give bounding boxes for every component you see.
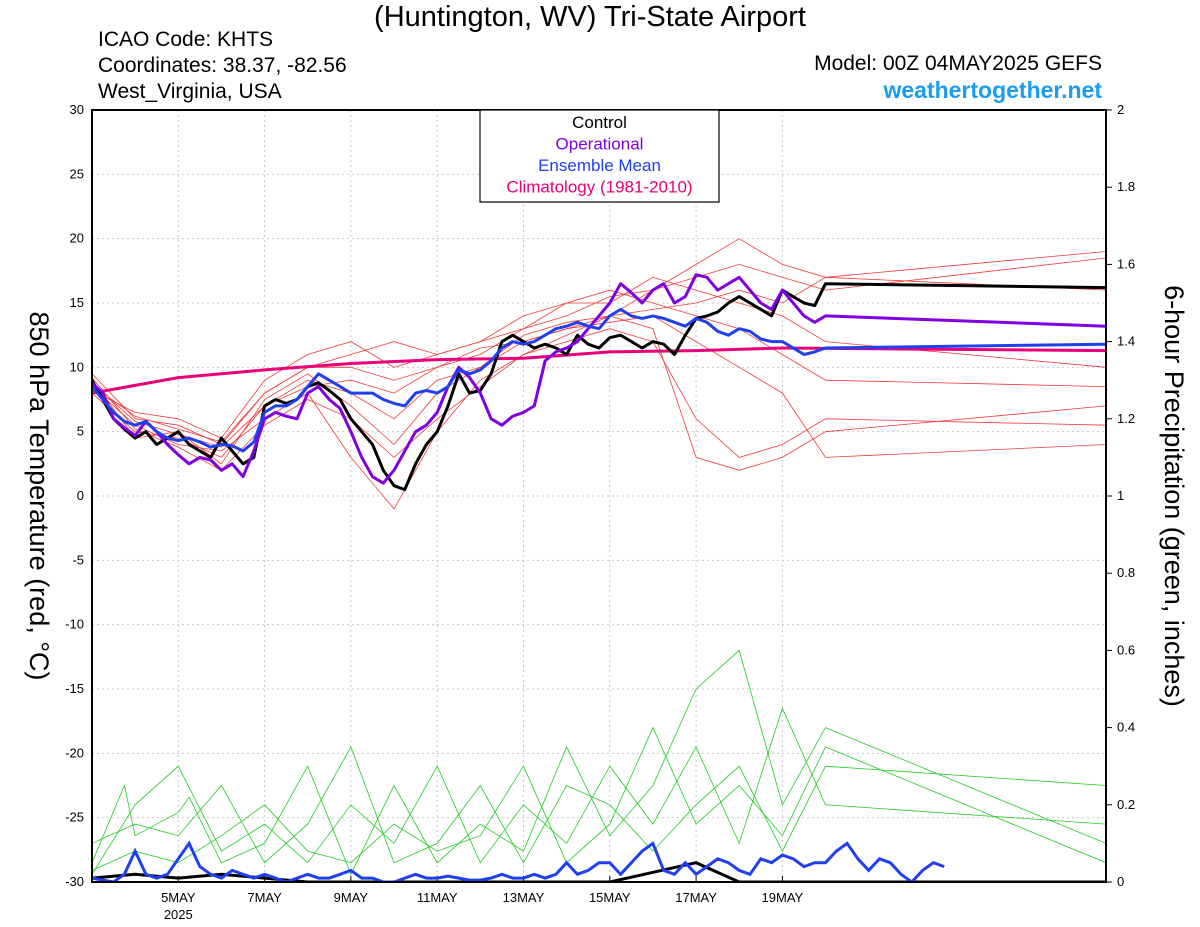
model-run: Model: 00Z 04MAY2025 GEFS [814, 52, 1102, 75]
y2-tick-label: 1 [1117, 488, 1124, 503]
legend-entry: Control [572, 113, 627, 132]
member-line [92, 315, 1106, 471]
y-tick-label: -5 [72, 552, 84, 567]
precip-series-line [92, 861, 1106, 882]
site-link[interactable]: weathertogether.net [883, 77, 1102, 103]
chart-title: (Huntington, WV) Tri-State Airport [374, 1, 806, 33]
y2-tick-label: 0.2 [1117, 797, 1135, 812]
precip-series-line [92, 840, 945, 882]
x-tick-label: 19MAY [762, 890, 804, 905]
model-info: Model: 00Z 04MAY2025 GEFS weathertogethe… [814, 51, 1102, 103]
precip-member-line [92, 707, 1106, 875]
x-tick-label: 5MAY [161, 890, 196, 905]
series-line [92, 346, 1106, 395]
y2-tick-label: 2 [1117, 102, 1124, 117]
x-tick-label: 15MAY [589, 890, 631, 905]
y-axis-label: 850 hPa Temperature (red, °C) [24, 312, 54, 681]
y-tick-label: -15 [65, 681, 84, 696]
region: West_Virginia, USA [98, 80, 282, 103]
station-info: ICAO Code: KHTS Coordinates: 38.37, -82.… [98, 27, 347, 105]
member-line [92, 276, 1106, 443]
x-tick-label: 17MAY [675, 890, 717, 905]
y-tick-label: -10 [65, 617, 84, 632]
icao-code: ICAO Code: KHTS [98, 28, 274, 51]
y2-tick-label: 0.8 [1117, 565, 1135, 580]
y-tick-label: 20 [70, 231, 84, 246]
member-line [92, 328, 1106, 510]
precip-member-line [92, 745, 1106, 864]
y-tick-label: 15 [70, 295, 84, 310]
y2-tick-label: 1.6 [1117, 256, 1135, 271]
x-tick-year: 2025 [164, 907, 193, 922]
y2-tick-label: 0.6 [1117, 642, 1135, 657]
y-tick-label: 5 [77, 424, 84, 439]
precip-member-line [92, 726, 1106, 871]
y2-axis-label: 6-hour Precipitation (green, inches) [1159, 285, 1189, 707]
y-tick-label: -30 [65, 874, 84, 889]
y2-tick-label: 1.2 [1117, 411, 1135, 426]
y2-tick-label: 1.4 [1117, 334, 1135, 349]
precip-member-line [92, 649, 1106, 876]
series-line [92, 307, 1106, 453]
y2-tick-label: 0.4 [1117, 720, 1135, 735]
series-line [92, 282, 1106, 492]
x-tick-label: 7MAY [247, 890, 282, 905]
coordinates: Coordinates: 38.37, -82.56 [98, 54, 347, 77]
member-line [92, 238, 1106, 471]
y-tick-label: 25 [70, 166, 84, 181]
y-tick-label: -25 [65, 810, 84, 825]
legend-entry: Climatology (1981-2010) [506, 178, 692, 197]
legend-entry: Ensemble Mean [538, 156, 661, 175]
y-tick-label: 0 [77, 488, 84, 503]
y-tick-label: -20 [65, 745, 84, 760]
y-tick-label: 10 [70, 359, 84, 374]
y-tick-label: 30 [70, 102, 84, 117]
x-tick-label: 9MAY [334, 890, 369, 905]
member-line [92, 315, 1106, 458]
legend-box [479, 109, 720, 203]
y2-tick-label: 0 [1117, 874, 1124, 889]
y2-tick-label: 1.8 [1117, 179, 1135, 194]
x-tick-label: 11MAY [417, 890, 458, 905]
x-tick-label: 13MAY [503, 890, 545, 905]
legend-entry: Operational [556, 135, 644, 154]
